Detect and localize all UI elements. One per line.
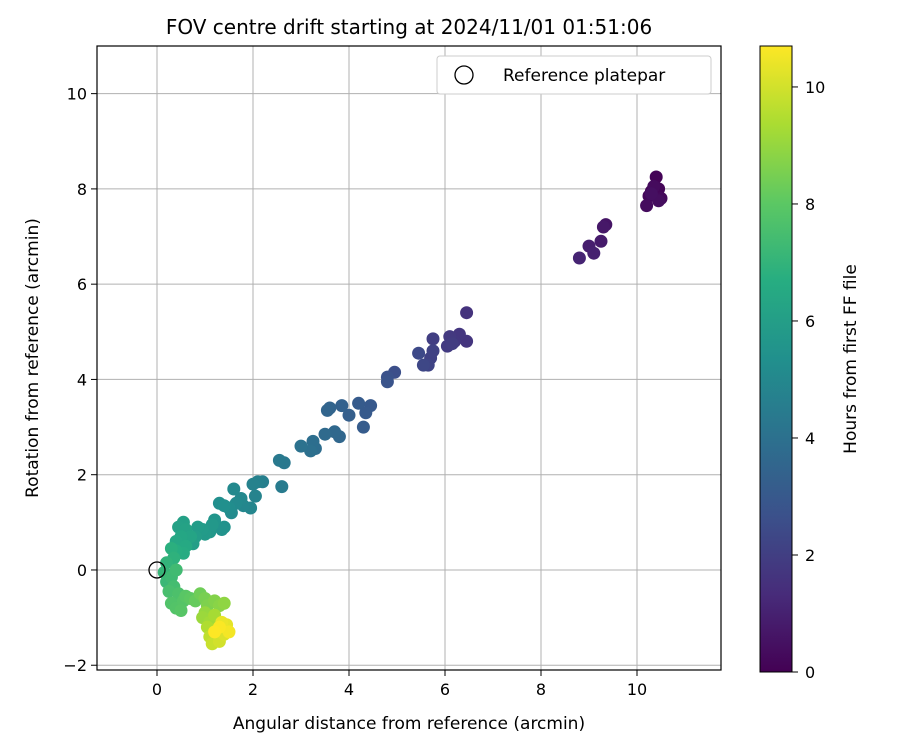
- legend: Reference platepar: [436, 55, 712, 95]
- data-point: [352, 396, 366, 410]
- x-tick-label: 10: [627, 680, 647, 699]
- data-point: [215, 523, 229, 536]
- x-axis-ticks: 0 2 4 6 8 10: [152, 670, 647, 699]
- data-point: [445, 337, 459, 351]
- data-point: [380, 375, 394, 389]
- colorbar-tick-label: 0: [805, 663, 815, 682]
- grid-lines: [97, 46, 721, 670]
- colorbar-ticks: 0 2 4 6 8 10: [792, 78, 825, 682]
- data-point: [275, 480, 289, 494]
- data-point: [184, 530, 198, 544]
- colorbar: 0 2 4 6 8 10 Hours from first FF file: [759, 45, 861, 682]
- x-tick-label: 2: [248, 680, 258, 699]
- data-point: [356, 420, 370, 434]
- legend-box: [436, 55, 712, 95]
- data-point: [644, 187, 658, 201]
- data-point: [227, 482, 241, 496]
- scatter-points: [157, 170, 668, 651]
- data-point: [174, 604, 188, 617]
- y-tick-label: 0: [77, 561, 87, 580]
- y-axis-ticks: −2 0 2 4 6 8 10: [63, 85, 97, 675]
- data-point: [217, 596, 231, 610]
- colorbar-tick-label: 10: [805, 78, 825, 97]
- data-point: [248, 489, 262, 503]
- data-point: [217, 499, 231, 513]
- x-tick-label: 4: [344, 680, 354, 699]
- data-point: [318, 427, 332, 441]
- chart-title: FOV centre drift starting at 2024/11/01 …: [166, 15, 652, 39]
- y-tick-label: 6: [77, 275, 87, 294]
- legend-marker-icon: [454, 65, 474, 85]
- data-point: [320, 403, 334, 417]
- data-point: [294, 439, 308, 453]
- colorbar-tick-label: 6: [805, 312, 815, 331]
- data-point: [594, 234, 608, 248]
- colorbar-gradient: [759, 45, 793, 673]
- data-point: [246, 477, 260, 491]
- data-point: [460, 306, 474, 320]
- colorbar-tick-label: 4: [805, 429, 815, 448]
- plot-frame: [96, 45, 722, 671]
- y-tick-label: 10: [67, 85, 87, 104]
- data-point: [359, 406, 373, 420]
- data-point: [342, 408, 356, 422]
- colorbar-label: Hours from first FF file: [841, 264, 861, 454]
- y-tick-label: 4: [77, 370, 87, 389]
- y-axis-label: Rotation from reference (arcmin): [23, 218, 43, 498]
- data-point: [208, 625, 222, 639]
- data-point: [587, 246, 601, 260]
- data-point: [335, 399, 349, 413]
- data-point: [412, 346, 426, 360]
- y-tick-label: 8: [77, 180, 87, 199]
- data-point: [596, 220, 610, 234]
- data-point: [572, 251, 586, 265]
- y-tick-label: −2: [63, 656, 87, 675]
- x-axis-label: Angular distance from reference (arcmin): [233, 714, 585, 734]
- x-tick-label: 8: [536, 680, 546, 699]
- data-point: [426, 332, 440, 346]
- data-point: [222, 625, 236, 639]
- x-tick-label: 0: [152, 680, 162, 699]
- data-point: [272, 453, 286, 467]
- reference-platepar-marker: [148, 561, 166, 579]
- x-tick-label: 6: [440, 680, 450, 699]
- colorbar-tick-label: 2: [805, 546, 815, 565]
- colorbar-tick-label: 8: [805, 195, 815, 214]
- y-tick-label: 2: [77, 466, 87, 485]
- data-point: [416, 358, 430, 372]
- data-point: [304, 444, 318, 458]
- data-point: [169, 563, 183, 577]
- data-point: [426, 344, 440, 358]
- legend-entry-reference: Reference platepar: [503, 66, 665, 86]
- data-point: [205, 518, 219, 532]
- data-point: [640, 199, 654, 213]
